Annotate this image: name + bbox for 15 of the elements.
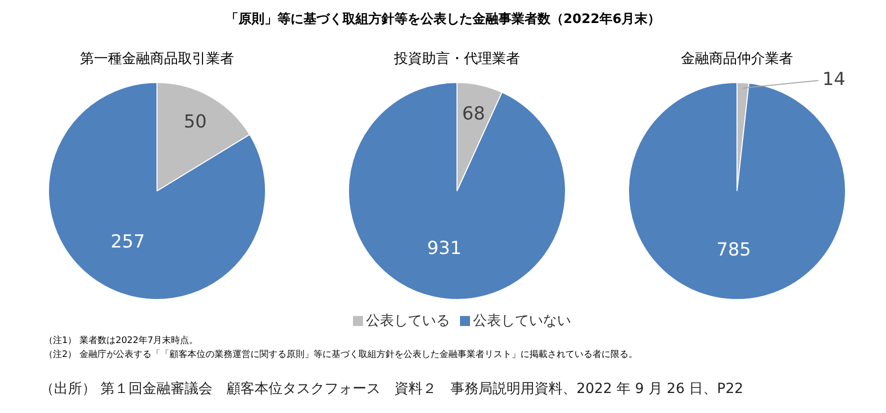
data-label: 785: [716, 239, 751, 260]
text: 「原則」等に基づく取組方針等を公表した金融事業者数（2022年6月末）: [224, 10, 662, 28]
chart-title: 第一種金融商品取引業者: [79, 50, 235, 68]
text: （注2） 金融庁が公表する「「顧客本位の業務運営に関する原則」等に基づく取組方針を公表した金融事業者リスト」に掲載されている者に限る。: [44, 348, 638, 361]
legend-label: 公表していない: [473, 313, 571, 329]
chart-title: 投資助言・代理業者: [393, 50, 521, 68]
chart-title: 金融商品仲介業者: [680, 50, 794, 68]
text: （注1） 業者数は2022年7月末時点。: [44, 334, 198, 347]
data-label: 14: [822, 69, 846, 90]
text: （出所） 第１回金融審議会 顧客本位タスクフォース 資料２ 事務局説明用資料、2022 年 9 月 26 日、P22: [40, 380, 744, 398]
data-label: 50: [184, 112, 207, 133]
legend-label: 公表している: [366, 313, 450, 329]
data-label: 68: [462, 103, 486, 124]
data-label: 257: [110, 232, 145, 253]
data-label: 931: [427, 238, 462, 259]
